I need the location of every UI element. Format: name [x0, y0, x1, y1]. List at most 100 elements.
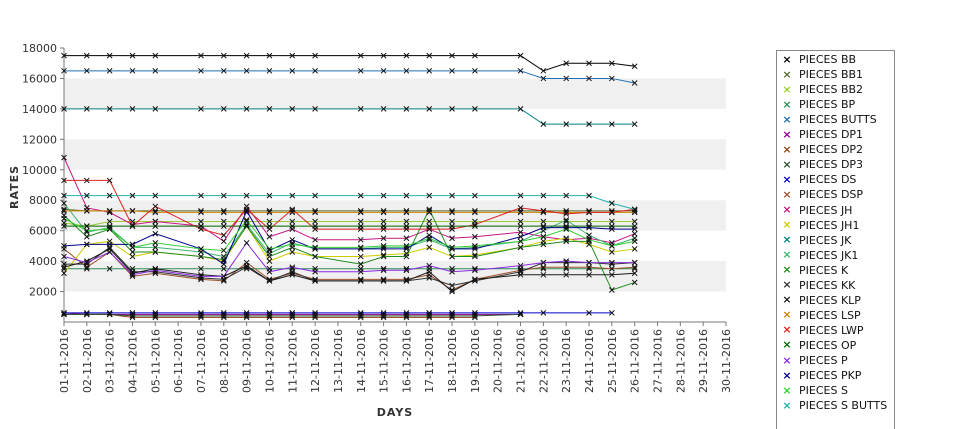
y-axis-title: RATES — [8, 165, 21, 209]
legend-marker-icon: × — [781, 189, 793, 201]
x-tick-label: 17-11-2016 — [423, 329, 436, 393]
legend-label: PIECES P — [799, 354, 848, 367]
x-tick-label: 07-11-2016 — [195, 329, 208, 393]
grid-band — [64, 78, 726, 108]
legend-marker-icon: × — [781, 264, 793, 276]
legend-marker-icon: × — [781, 370, 793, 382]
legend-item: × PIECES P — [781, 353, 848, 368]
legend-marker-icon: × — [781, 234, 793, 246]
legend-item: × PIECES DP2 — [781, 142, 863, 157]
x-tick-label: 25-11-2016 — [606, 329, 619, 393]
y-tick-label: 18000 — [22, 42, 57, 55]
x-tick-label: 06-11-2016 — [172, 329, 185, 393]
legend-label: PIECES DSP — [799, 188, 863, 201]
legend-marker-icon: × — [781, 309, 793, 321]
x-tick-label: 09-11-2016 — [241, 329, 254, 393]
legend-marker-icon: × — [781, 400, 793, 412]
legend-marker-icon: × — [781, 99, 793, 111]
legend-item: × PIECES LWP — [781, 323, 864, 338]
legend-item: × PIECES DSP — [781, 187, 863, 202]
legend-marker-icon: × — [781, 159, 793, 171]
x-tick-label: 24-11-2016 — [583, 329, 596, 393]
y-tick-label: 4000 — [29, 255, 57, 268]
legend-marker-icon: × — [781, 355, 793, 367]
legend-label: PIECES JK1 — [799, 249, 858, 262]
legend-label: PIECES LSP — [799, 309, 861, 322]
legend-label: PIECES DS — [799, 173, 856, 186]
legend-item: × PIECES BB1 — [781, 67, 863, 82]
grid-band — [64, 261, 726, 291]
x-tick-label: 01-11-2016 — [58, 329, 71, 393]
legend-item: × PIECES BB2 — [781, 82, 863, 97]
legend-label: PIECES LWP — [799, 324, 864, 337]
legend-item: × PIECES JK — [781, 233, 851, 248]
legend-marker-icon: × — [781, 54, 793, 66]
legend-item: × PIECES DS — [781, 172, 856, 187]
x-tick-label: 13-11-2016 — [332, 329, 345, 393]
x-tick-label: 08-11-2016 — [218, 329, 231, 393]
y-tick-label: 12000 — [22, 133, 57, 146]
x-tick-label: 02-11-2016 — [81, 329, 94, 393]
legend-label: PIECES OP — [799, 339, 856, 352]
legend-label: PIECES S — [799, 384, 848, 397]
x-tick-label: 04-11-2016 — [126, 329, 139, 393]
legend-label: PIECES JH — [799, 204, 852, 217]
legend-item: × PIECES S — [781, 383, 848, 398]
legend-label: PIECES KLP — [799, 294, 861, 307]
legend-item: × PIECES DP1 — [781, 127, 863, 142]
x-tick-label: 14-11-2016 — [355, 329, 368, 393]
legend-marker-icon: × — [781, 385, 793, 397]
legend-label: PIECES DP2 — [799, 143, 863, 156]
x-tick-label: 15-11-2016 — [378, 329, 391, 393]
legend-label: PIECES BB1 — [799, 68, 863, 81]
legend-label: PIECES BB2 — [799, 83, 863, 96]
legend-item: × PIECES K — [781, 263, 848, 278]
x-tick-label: 05-11-2016 — [149, 329, 162, 393]
x-tick-label: 12-11-2016 — [309, 329, 322, 393]
legend-item: × PIECES PKP — [781, 368, 861, 383]
legend-item: × PIECES BUTTS — [781, 112, 877, 127]
legend-marker-icon: × — [781, 69, 793, 81]
legend-label: PIECES BB — [799, 53, 856, 66]
x-tick-label: 28-11-2016 — [674, 329, 687, 393]
y-tick-label: 14000 — [22, 103, 57, 116]
y-tick-label: 16000 — [22, 72, 57, 85]
legend-marker-icon: × — [781, 114, 793, 126]
legend-item: × PIECES KK — [781, 278, 855, 293]
y-tick-label: 8000 — [29, 194, 57, 207]
x-tick-label: 26-11-2016 — [629, 329, 642, 393]
legend-label: PIECES BUTTS — [799, 113, 877, 126]
legend-label: PIECES DP3 — [799, 158, 863, 171]
x-tick-label: 19-11-2016 — [469, 329, 482, 393]
legend-label: PIECES KK — [799, 279, 855, 292]
legend-item: × PIECES DP3 — [781, 157, 863, 172]
legend-marker-icon: × — [781, 129, 793, 141]
legend-marker-icon: × — [781, 204, 793, 216]
y-tick-label: 6000 — [29, 225, 57, 238]
x-tick-label: 22-11-2016 — [537, 329, 550, 393]
legend-item: × PIECES S BUTTS — [781, 398, 887, 413]
x-tick-label: 11-11-2016 — [286, 329, 299, 393]
legend-item: × PIECES OP — [781, 338, 856, 353]
x-tick-label: 16-11-2016 — [400, 329, 413, 393]
x-tick-label: 27-11-2016 — [652, 329, 665, 393]
x-tick-label: 18-11-2016 — [446, 329, 459, 393]
legend-marker-icon: × — [781, 174, 793, 186]
legend-item: × PIECES JH1 — [781, 218, 859, 233]
x-tick-label: 03-11-2016 — [104, 329, 117, 393]
legend-item: × PIECES BP — [781, 97, 855, 112]
x-tick-label: 30-11-2016 — [720, 329, 733, 393]
grid-band — [64, 139, 726, 169]
legend-label: PIECES PKP — [799, 369, 861, 382]
legend-label: PIECES BP — [799, 98, 855, 111]
legend-marker-icon: × — [781, 144, 793, 156]
x-tick-label: 10-11-2016 — [263, 329, 276, 393]
legend-item: × PIECES JK1 — [781, 248, 858, 263]
legend-marker-icon: × — [781, 219, 793, 231]
legend-label: PIECES S BUTTS — [799, 399, 887, 412]
x-tick-label: 29-11-2016 — [697, 329, 710, 393]
x-tick-label: 21-11-2016 — [515, 329, 528, 393]
legend-item: × PIECES JH — [781, 203, 852, 218]
legend-marker-icon: × — [781, 339, 793, 351]
legend-label: PIECES K — [799, 264, 848, 277]
